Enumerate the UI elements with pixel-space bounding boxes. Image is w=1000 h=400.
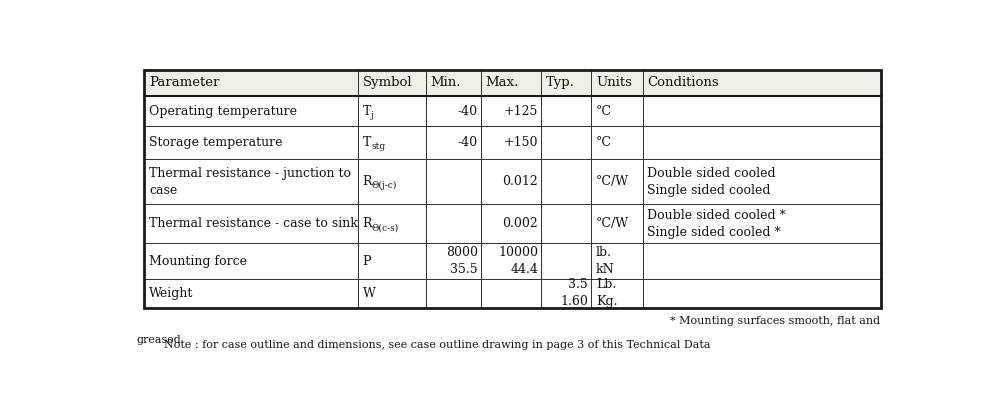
Bar — [591, 244, 643, 279]
Text: Operating temperature: Operating temperature — [149, 104, 297, 118]
Text: Symbol: Symbol — [363, 76, 412, 89]
Bar — [643, 70, 881, 96]
Text: stg: stg — [371, 142, 385, 151]
Bar — [426, 96, 481, 126]
Text: -40: -40 — [458, 104, 478, 118]
Bar — [358, 279, 426, 308]
Text: j: j — [371, 110, 374, 120]
Text: R: R — [363, 175, 372, 188]
Bar — [358, 159, 426, 204]
Text: Thermal resistance - junction to
case: Thermal resistance - junction to case — [149, 166, 351, 196]
Bar — [591, 204, 643, 244]
Text: Typ.: Typ. — [546, 76, 575, 89]
Bar — [481, 126, 541, 159]
Text: Double sided cooled *
Single sided cooled *: Double sided cooled * Single sided coole… — [647, 208, 786, 238]
Bar — [426, 126, 481, 159]
Bar — [643, 244, 881, 279]
Text: °C/W: °C/W — [596, 217, 629, 230]
Text: W: W — [363, 287, 375, 300]
Text: °C: °C — [596, 136, 612, 149]
Bar — [541, 244, 591, 279]
Bar — [481, 70, 541, 96]
Bar — [481, 159, 541, 204]
Bar — [643, 96, 881, 126]
Bar — [541, 279, 591, 308]
Bar — [541, 126, 591, 159]
Bar — [144, 244, 358, 279]
Text: Weight: Weight — [149, 287, 193, 300]
Bar — [144, 70, 881, 308]
Text: 3.5
1.60: 3.5 1.60 — [560, 278, 588, 308]
Text: Lb.
Kg.: Lb. Kg. — [596, 278, 617, 308]
Bar — [426, 204, 481, 244]
Text: R: R — [363, 217, 372, 230]
Bar — [358, 204, 426, 244]
Text: Double sided cooled
Single sided cooled: Double sided cooled Single sided cooled — [647, 166, 776, 196]
Bar — [591, 126, 643, 159]
Text: 0.012: 0.012 — [502, 175, 538, 188]
Text: greased: greased — [137, 335, 181, 345]
Bar — [591, 70, 643, 96]
Bar — [426, 279, 481, 308]
Text: 8000
35.5: 8000 35.5 — [446, 246, 478, 276]
Bar — [481, 204, 541, 244]
Text: -40: -40 — [458, 136, 478, 149]
Bar — [481, 96, 541, 126]
Bar — [144, 96, 358, 126]
Bar — [426, 244, 481, 279]
Text: Mounting force: Mounting force — [149, 254, 247, 268]
Text: * Mounting surfaces smooth, flat and: * Mounting surfaces smooth, flat and — [670, 316, 881, 326]
Bar — [358, 244, 426, 279]
Text: Θ(c-s): Θ(c-s) — [371, 223, 398, 232]
Text: Note : for case outline and dimensions, see case outline drawing in page 3 of th: Note : for case outline and dimensions, … — [164, 340, 710, 350]
Text: Max.: Max. — [485, 76, 519, 89]
Bar — [144, 204, 358, 244]
Bar — [481, 279, 541, 308]
Text: Parameter: Parameter — [149, 76, 219, 89]
Bar — [591, 96, 643, 126]
Text: +150: +150 — [504, 136, 538, 149]
Text: °C: °C — [596, 104, 612, 118]
Bar — [481, 244, 541, 279]
Bar — [643, 279, 881, 308]
Bar — [541, 70, 591, 96]
Text: Units: Units — [596, 76, 632, 89]
Bar — [541, 96, 591, 126]
Text: Conditions: Conditions — [647, 76, 719, 89]
Bar — [426, 70, 481, 96]
Text: Θ(j-c): Θ(j-c) — [371, 181, 396, 190]
Bar — [643, 126, 881, 159]
Text: Storage temperature: Storage temperature — [149, 136, 283, 149]
Bar — [358, 126, 426, 159]
Bar — [144, 70, 358, 96]
Text: 10000
44.4: 10000 44.4 — [498, 246, 538, 276]
Text: +125: +125 — [504, 104, 538, 118]
Bar — [144, 159, 358, 204]
Bar — [426, 159, 481, 204]
Bar — [643, 159, 881, 204]
Text: P: P — [363, 254, 371, 268]
Text: T: T — [363, 104, 371, 118]
Text: 0.002: 0.002 — [502, 217, 538, 230]
Text: °C/W: °C/W — [596, 175, 629, 188]
Bar — [144, 70, 881, 96]
Text: T: T — [363, 136, 371, 149]
Bar — [591, 159, 643, 204]
Bar — [144, 126, 358, 159]
Bar — [541, 204, 591, 244]
Bar — [358, 96, 426, 126]
Bar — [541, 159, 591, 204]
Bar — [358, 70, 426, 96]
Text: lb.
kN: lb. kN — [596, 246, 615, 276]
Text: Thermal resistance - case to sink: Thermal resistance - case to sink — [149, 217, 358, 230]
Bar — [144, 279, 358, 308]
Bar — [643, 204, 881, 244]
Text: Min.: Min. — [430, 76, 461, 89]
Bar — [591, 279, 643, 308]
